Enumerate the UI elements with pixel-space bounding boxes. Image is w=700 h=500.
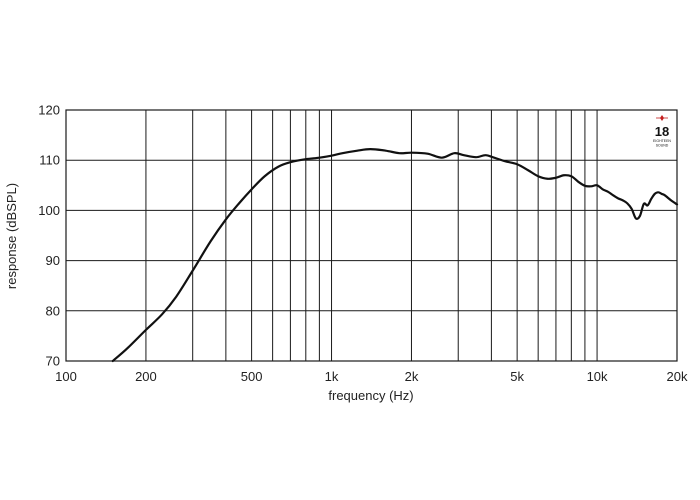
- x-tick-labels: 100 200 500 1k 2k 5k 10k 20k: [55, 369, 688, 384]
- x-tick-label: 200: [135, 369, 157, 384]
- y-tick-label: 90: [46, 253, 60, 268]
- y-tick-label: 100: [38, 203, 60, 218]
- x-tick-label: 5k: [510, 369, 524, 384]
- y-tick-label: 80: [46, 303, 60, 318]
- response-curve: [111, 148, 679, 363]
- y-tick-label: 110: [39, 153, 60, 168]
- plot-frame: [65, 109, 678, 362]
- x-tick-label: 10k: [587, 369, 608, 384]
- x-axis-label: frequency (Hz): [328, 388, 413, 403]
- series-layer: [111, 148, 679, 363]
- y-tick-labels: 70 80 90 100 110 120: [38, 103, 60, 369]
- x-tick-label: 500: [241, 369, 263, 384]
- y-axis-label: response (dBSPL): [4, 183, 19, 289]
- x-tick-label: 20k: [667, 369, 688, 384]
- x-tick-label: 2k: [405, 369, 419, 384]
- y-tick-label: 120: [38, 103, 60, 118]
- logo-text-line2: SOUND: [656, 144, 669, 148]
- grid: [66, 110, 677, 361]
- logo-text-line1: EIGHTEEN: [653, 139, 671, 143]
- x-tick-label: 100: [55, 369, 77, 384]
- x-tick-label: 1k: [325, 369, 339, 384]
- logo-number: 18: [655, 124, 669, 139]
- y-tick-label: 70: [46, 354, 60, 369]
- brand-logo: 18 EIGHTEEN SOUND: [649, 113, 675, 153]
